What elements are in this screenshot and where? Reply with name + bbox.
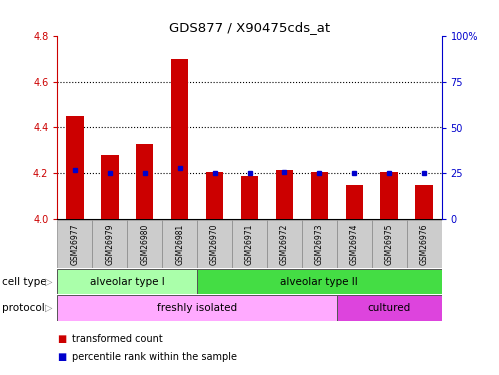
Text: cultured: cultured <box>368 303 411 313</box>
Bar <box>302 220 337 268</box>
Text: transformed count: transformed count <box>72 334 163 344</box>
Text: ▷: ▷ <box>45 303 52 313</box>
Text: GSM26977: GSM26977 <box>70 224 79 266</box>
Text: ■: ■ <box>57 352 67 362</box>
Bar <box>310 172 328 219</box>
Bar <box>337 295 442 321</box>
Bar <box>101 155 119 219</box>
Text: GSM26981: GSM26981 <box>175 224 184 265</box>
Text: alveolar type II: alveolar type II <box>280 277 358 286</box>
Text: GSM26979: GSM26979 <box>105 224 114 266</box>
Bar <box>372 220 407 268</box>
Bar <box>415 185 433 219</box>
Bar <box>136 144 154 219</box>
Bar <box>206 172 224 219</box>
Bar <box>275 170 293 219</box>
Text: cell type: cell type <box>2 277 47 286</box>
Text: alveolar type I: alveolar type I <box>90 277 165 286</box>
Text: protocol: protocol <box>2 303 45 313</box>
Bar <box>337 220 372 268</box>
Bar <box>162 220 197 268</box>
Bar <box>171 58 189 219</box>
Text: GSM26974: GSM26974 <box>350 224 359 266</box>
Bar <box>127 220 162 268</box>
Bar <box>57 295 337 321</box>
Text: ■: ■ <box>57 334 67 344</box>
Bar <box>241 176 258 219</box>
Text: GSM26973: GSM26973 <box>315 224 324 266</box>
Bar <box>197 220 232 268</box>
Bar <box>407 220 442 268</box>
Bar <box>57 220 92 268</box>
Bar <box>232 220 267 268</box>
Text: GSM26976: GSM26976 <box>420 224 429 266</box>
Bar <box>197 269 442 294</box>
Text: ▷: ▷ <box>45 277 52 286</box>
Text: GSM26970: GSM26970 <box>210 224 219 266</box>
Bar <box>92 220 127 268</box>
Bar <box>66 116 84 219</box>
Text: GSM26975: GSM26975 <box>385 224 394 266</box>
Title: GDS877 / X90475cds_at: GDS877 / X90475cds_at <box>169 21 330 34</box>
Text: freshly isolated: freshly isolated <box>157 303 237 313</box>
Text: GSM26971: GSM26971 <box>245 224 254 266</box>
Bar <box>345 185 363 219</box>
Bar <box>380 172 398 219</box>
Text: GSM26972: GSM26972 <box>280 224 289 266</box>
Text: GSM26980: GSM26980 <box>140 224 149 266</box>
Bar <box>57 269 197 294</box>
Text: percentile rank within the sample: percentile rank within the sample <box>72 352 238 362</box>
Bar <box>267 220 302 268</box>
